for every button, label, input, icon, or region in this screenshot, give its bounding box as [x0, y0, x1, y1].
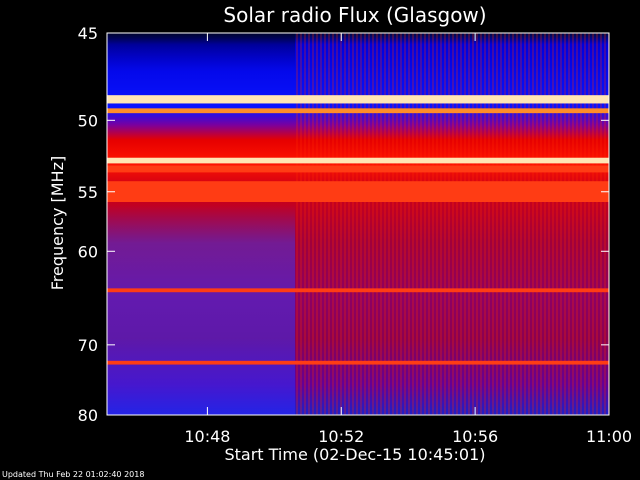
x-tick-label: 10:48 — [184, 427, 230, 446]
emission-bands — [107, 95, 609, 365]
y-axis-label: Frequency [MHz] — [48, 156, 67, 290]
emission-band-0 — [107, 95, 609, 104]
y-tick-label: 70 — [78, 336, 98, 355]
emission-band-2 — [107, 157, 609, 164]
emission-band-3 — [107, 165, 609, 173]
emission-band-5 — [107, 288, 609, 293]
plot-frame — [106, 32, 610, 416]
x-tick-label: 11:00 — [586, 427, 632, 446]
spectrogram-early-segment — [107, 33, 295, 415]
emission-band-6 — [107, 360, 609, 365]
x-axis-ticks: 10:48 10:52 10:56 11:00 — [184, 33, 632, 446]
emission-band-4 — [107, 181, 609, 202]
y-tick-label: 50 — [78, 111, 98, 130]
x-tick-label: 10:56 — [452, 427, 498, 446]
y-tick-label: 60 — [78, 242, 98, 261]
emission-band-1 — [107, 108, 609, 114]
spectrogram-texture — [295, 33, 609, 415]
y-tick-label: 45 — [78, 24, 98, 43]
updated-footer: Updated Thu Feb 22 01:02:40 2018 — [2, 470, 144, 479]
y-tick-label: 80 — [78, 406, 98, 425]
y-axis-ticks: 45 50 55 60 70 80 — [78, 24, 609, 425]
chart-title: Solar radio Flux (Glasgow) — [223, 3, 486, 27]
y-tick-label: 55 — [78, 183, 98, 202]
x-tick-label: 10:52 — [318, 427, 364, 446]
plot-area — [106, 32, 610, 416]
x-axis-label: Start Time (02-Dec-15 10:45:01) — [224, 445, 485, 464]
